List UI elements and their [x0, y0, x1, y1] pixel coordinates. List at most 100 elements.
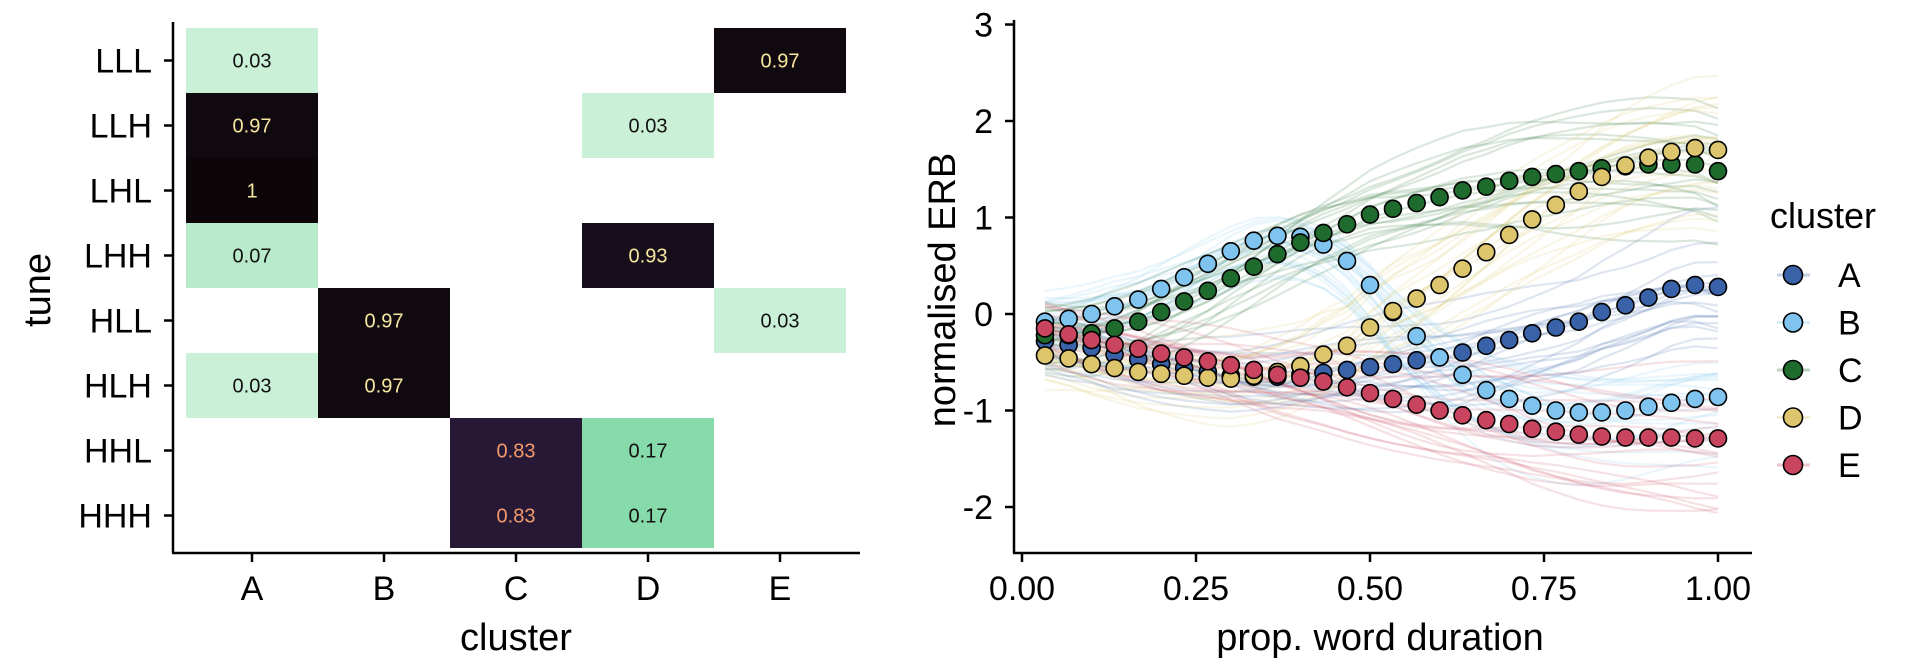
point-E [1360, 383, 1380, 403]
lineplot-x-tick-label: 0.25 [1163, 570, 1229, 608]
point-A [1546, 318, 1566, 337]
trajectory-line-B [1044, 215, 1719, 394]
point-E [1105, 335, 1124, 355]
trajectory-line-D [1044, 181, 1719, 400]
heatmap-y-tick-label: LLL [95, 43, 152, 81]
heatmap-cell-label: 0.03 [233, 51, 272, 73]
point-D [1198, 368, 1218, 387]
point-B [1360, 275, 1380, 295]
point-C [1546, 164, 1566, 184]
point-D [1151, 364, 1171, 384]
legend-label: E [1838, 447, 1861, 485]
point-B [1059, 309, 1078, 329]
heatmap-cell [186, 28, 318, 93]
trajectory-line-E [1044, 345, 1719, 513]
point-D [1035, 346, 1055, 365]
point-C [1476, 177, 1496, 196]
point-A [1662, 279, 1681, 299]
legend-key-point [1782, 312, 1804, 333]
point-E [1151, 344, 1171, 363]
trajectory-line-B [1044, 246, 1719, 403]
heatmap-y-tick-label: HHL [84, 433, 152, 471]
point-E [1453, 406, 1472, 425]
point-B [1639, 397, 1658, 416]
point-C [1128, 312, 1148, 332]
point-C [1174, 292, 1194, 311]
point-B [1430, 348, 1449, 367]
point-A [1569, 312, 1589, 332]
point-E [1035, 319, 1055, 338]
heatmap-cell [186, 93, 318, 158]
legend-key-point [1782, 454, 1804, 476]
heatmap-cell [714, 288, 846, 353]
point-A [1616, 296, 1635, 315]
point-E [1198, 351, 1218, 371]
trajectory-line-D [1044, 226, 1719, 429]
point-D [1522, 210, 1542, 229]
point-B [1082, 304, 1101, 324]
lineplot-y-tick-label: 0 [974, 296, 993, 334]
point-D [1174, 366, 1194, 386]
point-E [1430, 401, 1449, 420]
heatmap-cell [582, 223, 714, 288]
lineplot-y-axis-title: normalised ERB [922, 153, 964, 428]
point-C [1314, 223, 1333, 243]
point-E [1569, 425, 1589, 444]
point-D [1708, 140, 1728, 160]
point-C [1244, 257, 1264, 277]
point-B [1708, 387, 1728, 407]
point-B [1174, 268, 1194, 287]
heatmap-panel: 0.03 0.97 0.97 0.03 1 0.07 0.93 0.97 0.03 0.03 0.9… [17, 22, 860, 659]
heatmap-cell-label: 0.17 [629, 506, 668, 528]
point-B [1244, 231, 1264, 250]
point-B [1569, 403, 1589, 422]
heatmap-x-tick-label: E [769, 570, 792, 608]
heatmap-cell-label: 0.03 [761, 311, 800, 333]
point-E [1174, 348, 1194, 367]
heatmap-cell-label: 0.83 [497, 506, 536, 528]
point-D [1128, 362, 1148, 382]
point-D [1592, 167, 1612, 187]
heatmap-x-tick-label: C [504, 570, 529, 608]
trajectory-line-A [1044, 292, 1719, 394]
point-C [1291, 233, 1310, 252]
trajectory-line-A [1044, 206, 1719, 347]
point-D [1662, 142, 1681, 162]
trajectory-line-C [1044, 178, 1719, 368]
heatmap-x-ticks: A B C D E [241, 553, 792, 608]
lineplot-x-tick-label: 0.00 [989, 570, 1055, 608]
heatmap-cells: 0.03 0.97 0.97 0.03 1 0.07 0.93 0.97 0.03 0.03 0.9… [186, 28, 846, 548]
point-D [1407, 289, 1426, 308]
point-D [1314, 345, 1333, 364]
lineplot-x-ticks: 0.00 0.25 0.50 0.75 1.00 [989, 553, 1751, 608]
point-E [1662, 428, 1681, 447]
trajectory-line-C [1044, 186, 1719, 335]
point-C [1360, 205, 1380, 224]
heatmap-cell [582, 418, 714, 483]
point-C [1337, 214, 1357, 234]
point-B [1522, 396, 1542, 415]
point-B [1662, 393, 1681, 413]
point-E [1546, 422, 1566, 442]
point-E [1268, 365, 1287, 385]
point-A [1708, 277, 1728, 297]
point-C [1268, 244, 1287, 264]
trajectory-line-E [1044, 304, 1719, 402]
heatmap-cell-label: 0.83 [497, 441, 536, 463]
point-B [1128, 290, 1148, 309]
heatmap-y-tick-label: LHL [90, 173, 152, 211]
point-A [1476, 336, 1496, 356]
heatmap-x-tick-label: B [373, 570, 396, 608]
point-D [1383, 301, 1403, 321]
trajectory-line-B [1044, 238, 1719, 406]
point-D [1569, 182, 1589, 201]
heatmap-y-tick-label: HLH [84, 368, 152, 406]
trajectory-line-D [1044, 213, 1719, 409]
point-A [1592, 302, 1612, 322]
trajectory-line-C [1044, 133, 1719, 312]
point-B [1476, 380, 1496, 400]
point-E [1522, 419, 1542, 439]
